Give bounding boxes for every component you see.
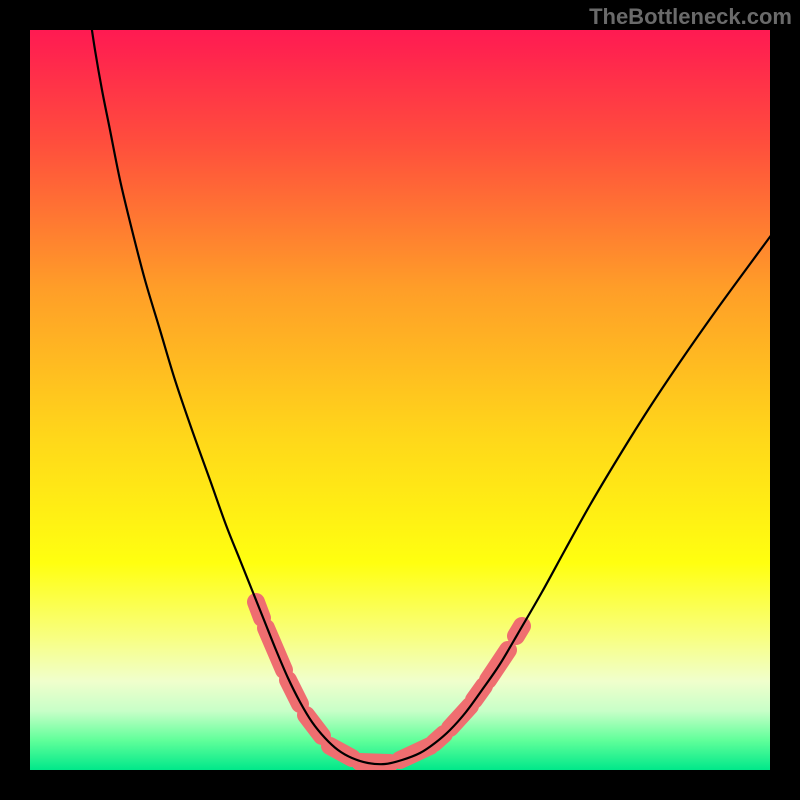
gradient-background: [30, 30, 770, 770]
chart-svg: [30, 30, 770, 770]
marker-segment: [400, 746, 430, 760]
watermark-text: TheBottleneck.com: [589, 4, 792, 30]
chart-area: [30, 30, 770, 770]
